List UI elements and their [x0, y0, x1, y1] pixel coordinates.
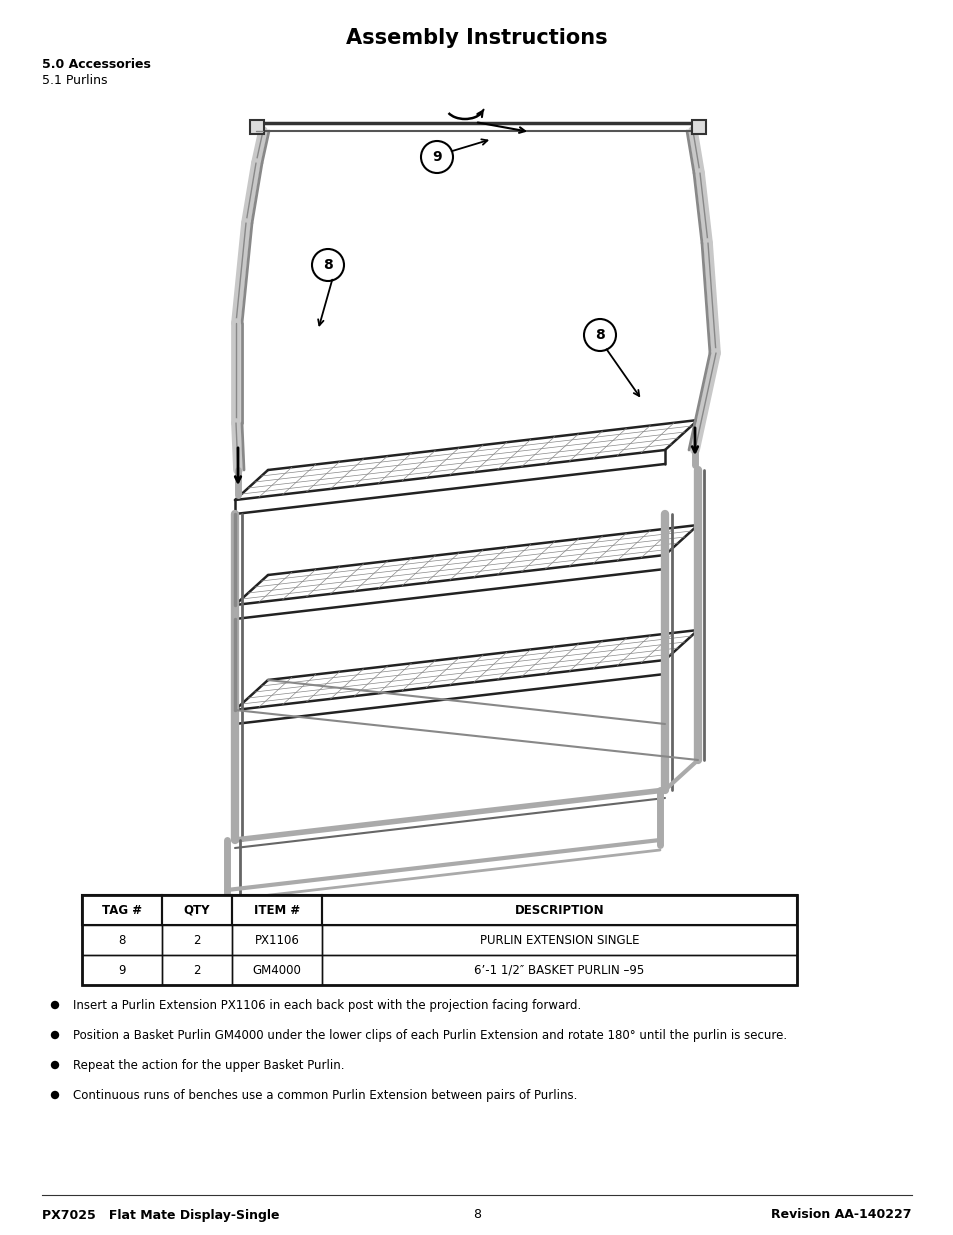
- Bar: [232, 895, 322, 925]
- Text: PURLIN EXTENSION SINGLE: PURLIN EXTENSION SINGLE: [479, 934, 639, 946]
- Bar: [250, 120, 264, 135]
- Bar: [82, 895, 796, 986]
- Text: Repeat the action for the upper Basket Purlin.: Repeat the action for the upper Basket P…: [73, 1058, 344, 1072]
- Bar: [232, 925, 322, 955]
- Circle shape: [51, 1031, 58, 1039]
- Text: 9: 9: [118, 963, 126, 977]
- Bar: [162, 895, 232, 925]
- Text: 6’-1 1/2″ BASKET PURLIN –95: 6’-1 1/2″ BASKET PURLIN –95: [474, 963, 644, 977]
- Bar: [322, 955, 796, 986]
- Text: 2: 2: [193, 963, 200, 977]
- Bar: [82, 895, 162, 925]
- Circle shape: [583, 319, 616, 351]
- Bar: [82, 925, 162, 955]
- Bar: [162, 955, 232, 986]
- Text: Revision AA-140227: Revision AA-140227: [771, 1209, 911, 1221]
- Circle shape: [420, 141, 453, 173]
- Bar: [322, 895, 796, 925]
- Text: PX7025   Flat Mate Display-Single: PX7025 Flat Mate Display-Single: [42, 1209, 279, 1221]
- Circle shape: [51, 1062, 58, 1068]
- Text: Continuous runs of benches use a common Purlin Extension between pairs of Purlin: Continuous runs of benches use a common …: [73, 1088, 577, 1102]
- Text: PX1106: PX1106: [254, 934, 299, 946]
- Text: TAG #: TAG #: [102, 904, 142, 916]
- Text: Insert a Purlin Extension PX1106 in each back post with the projection facing fo: Insert a Purlin Extension PX1106 in each…: [73, 999, 580, 1011]
- Text: 8: 8: [595, 329, 604, 342]
- Text: 8: 8: [118, 934, 126, 946]
- Text: Assembly Instructions: Assembly Instructions: [346, 28, 607, 48]
- Bar: [162, 925, 232, 955]
- Circle shape: [51, 1002, 58, 1009]
- Text: 8: 8: [323, 258, 333, 272]
- Circle shape: [51, 1092, 58, 1098]
- Bar: [82, 955, 162, 986]
- Circle shape: [312, 249, 344, 282]
- Text: 8: 8: [473, 1209, 480, 1221]
- Bar: [322, 925, 796, 955]
- Text: QTY: QTY: [184, 904, 210, 916]
- Text: 5.1 Purlins: 5.1 Purlins: [42, 74, 108, 86]
- Bar: [691, 120, 705, 135]
- Text: GM4000: GM4000: [253, 963, 301, 977]
- Text: 9: 9: [432, 149, 441, 164]
- Text: 2: 2: [193, 934, 200, 946]
- Bar: [232, 955, 322, 986]
- Text: 5.0 Accessories: 5.0 Accessories: [42, 58, 151, 70]
- Text: DESCRIPTION: DESCRIPTION: [515, 904, 603, 916]
- Text: ITEM #: ITEM #: [253, 904, 300, 916]
- Text: Position a Basket Purlin GM4000 under the lower clips of each Purlin Extension a: Position a Basket Purlin GM4000 under th…: [73, 1029, 786, 1041]
